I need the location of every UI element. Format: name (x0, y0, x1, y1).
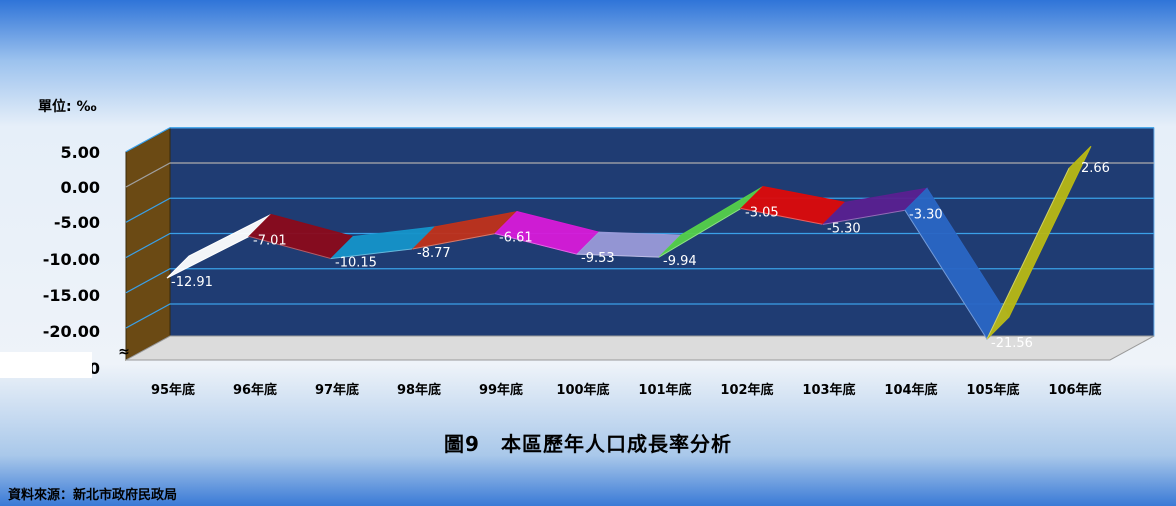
y-tick-label: -20.00 (43, 322, 100, 341)
data-label: -9.53 (581, 251, 615, 266)
segment-edge (986, 168, 1070, 340)
axis-break-symbol: ≈ (118, 344, 130, 360)
segment-edge (330, 248, 414, 260)
unit-label: 單位: ‰ (38, 99, 97, 115)
data-label: -9.94 (663, 254, 697, 269)
x-tick-label: 106年底 (1048, 382, 1101, 398)
segment-edge (248, 235, 332, 260)
data-label: 2.66 (1081, 161, 1110, 176)
y-tick-label: 0.00 (61, 178, 100, 197)
data-label: -6.61 (499, 231, 533, 246)
x-tick-label: 100年底 (556, 382, 609, 398)
x-tick-label: 105年底 (966, 382, 1019, 398)
segment-edge (904, 209, 988, 340)
x-tick-label: 101年底 (638, 382, 691, 398)
y-tick-label: -10.00 (43, 250, 100, 269)
data-label: -10.15 (335, 256, 377, 271)
y-tick-label: 0 (89, 359, 100, 378)
data-label: -8.77 (417, 246, 451, 261)
x-tick-label: 95年底 (151, 382, 195, 398)
data-label: -12.91 (171, 275, 213, 290)
y-tick-label: -15.00 (43, 286, 100, 305)
plot-floor (125, 335, 1155, 361)
y-axis-ticks: 5.00 0.00 -5.00 -10.00 -15.00 -20.00 0 ≈ (0, 143, 130, 378)
y-tick-label: 5.00 (61, 143, 100, 162)
plot-frame (125, 127, 1155, 361)
segment-edge (576, 253, 660, 258)
x-tick-label: 104年底 (884, 382, 937, 398)
data-labels: -12.91 -7.01 -10.15 -8.77 -6.61 -9.53 -9.94 -3.… (171, 161, 1110, 351)
data-label: -3.05 (745, 206, 779, 221)
segment-edge (822, 209, 906, 225)
x-tick-label: 102年底 (720, 382, 773, 398)
x-tick-label: 97年底 (315, 382, 359, 398)
plot-side-wall (125, 127, 171, 361)
x-tick-label: 98年底 (397, 382, 441, 398)
data-label: -3.30 (909, 207, 943, 222)
chart-caption: 圖9 本區歷年人口成長率分析 (444, 432, 732, 456)
x-axis-ticks: 95年底 96年底 97年底 98年底 99年底 100年底 101年底 102年底 103年底… (151, 382, 1102, 398)
x-tick-label: 103年底 (802, 382, 855, 398)
gridline (125, 127, 1154, 153)
segment-edge (658, 208, 742, 258)
gridline (125, 303, 1154, 329)
x-tick-label: 96年底 (233, 382, 277, 398)
x-tick-label: 99年底 (479, 382, 523, 398)
gridline (125, 232, 1154, 259)
segment-edge (494, 233, 578, 255)
axis-break-patch (0, 352, 92, 378)
series-segment (986, 145, 1092, 340)
source-note: 資料來源：新北市政府民政局 (8, 488, 178, 503)
gridline (125, 268, 1154, 294)
gridlines (125, 127, 1154, 329)
segment-edge (412, 233, 496, 250)
segment-edge (740, 208, 824, 225)
data-label: -21.56 (991, 336, 1033, 351)
data-label: -7.01 (253, 233, 287, 248)
segment-edge (166, 235, 250, 279)
data-label: -5.30 (827, 221, 861, 236)
data-series (166, 145, 1092, 340)
y-tick-label: -5.00 (54, 213, 100, 232)
